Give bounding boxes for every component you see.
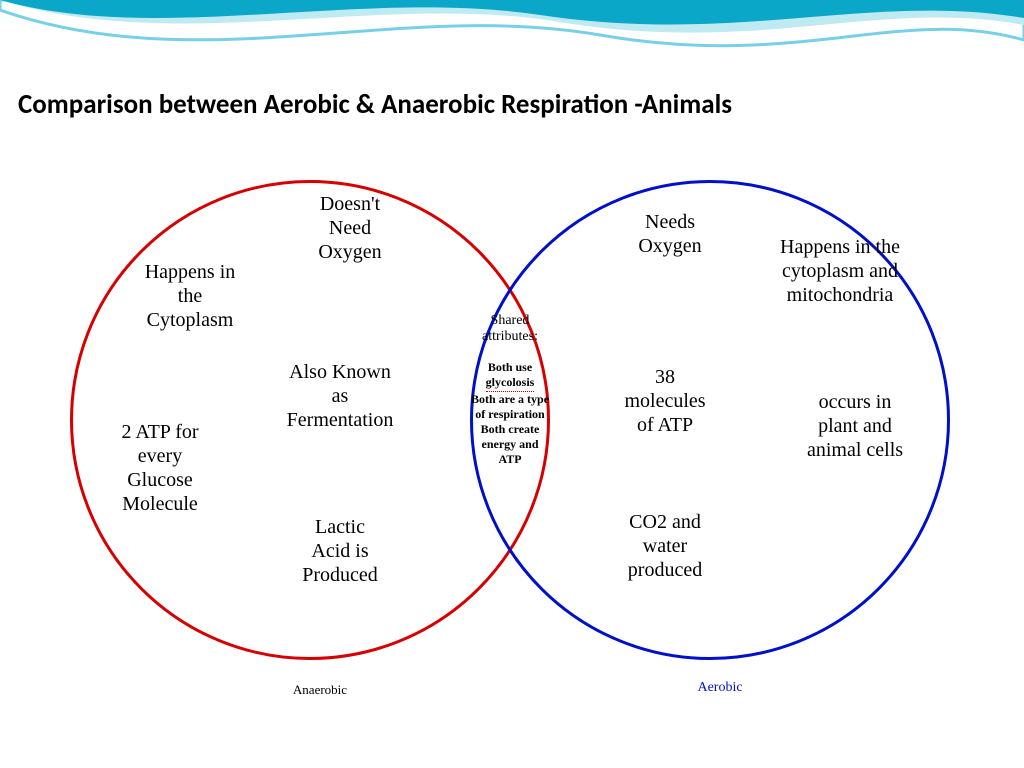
right-item-plant-animal: occurs in plant and animal cells	[785, 390, 925, 462]
right-item-needs-oxygen: Needs Oxygen	[610, 210, 730, 258]
shared-line4: of respiration	[455, 407, 565, 422]
left-item-fermentation: Also Known as Fermentation	[260, 360, 420, 432]
shared-line2: glycolosis	[455, 375, 565, 392]
caption-aerobic: Aerobic	[670, 680, 770, 696]
left-item-no-oxygen: Doesn't Need Oxygen	[290, 192, 410, 264]
right-item-38-atp: 38 molecules of ATP	[600, 365, 730, 437]
right-item-cyto-mito: Happens in the cytoplasm and mitochondri…	[750, 235, 930, 307]
shared-body: Both use glycolosis Both are a type of r…	[455, 360, 565, 467]
page-title: Comparison between Aerobic & Anaerobic R…	[18, 88, 732, 121]
shared-line6: energy and	[455, 437, 565, 452]
decorative-wave	[0, 0, 1024, 90]
shared-line7: ATP	[455, 452, 565, 467]
venn-diagram: Doesn't Need Oxygen Happens in the Cytop…	[30, 130, 990, 730]
left-item-cytoplasm: Happens in the Cytoplasm	[120, 260, 260, 332]
left-item-atp: 2 ATP for every Glucose Molecule	[95, 420, 225, 516]
shared-header: Shared attributes:	[470, 313, 550, 345]
left-item-lactic-acid: Lactic Acid is Produced	[280, 515, 400, 587]
shared-line5: Both create	[455, 422, 565, 437]
right-item-co2-water: CO2 and water produced	[600, 510, 730, 582]
shared-line3: Both are a type	[455, 392, 565, 407]
shared-line1: Both use	[455, 360, 565, 375]
caption-anaerobic: Anaerobic	[270, 682, 370, 698]
